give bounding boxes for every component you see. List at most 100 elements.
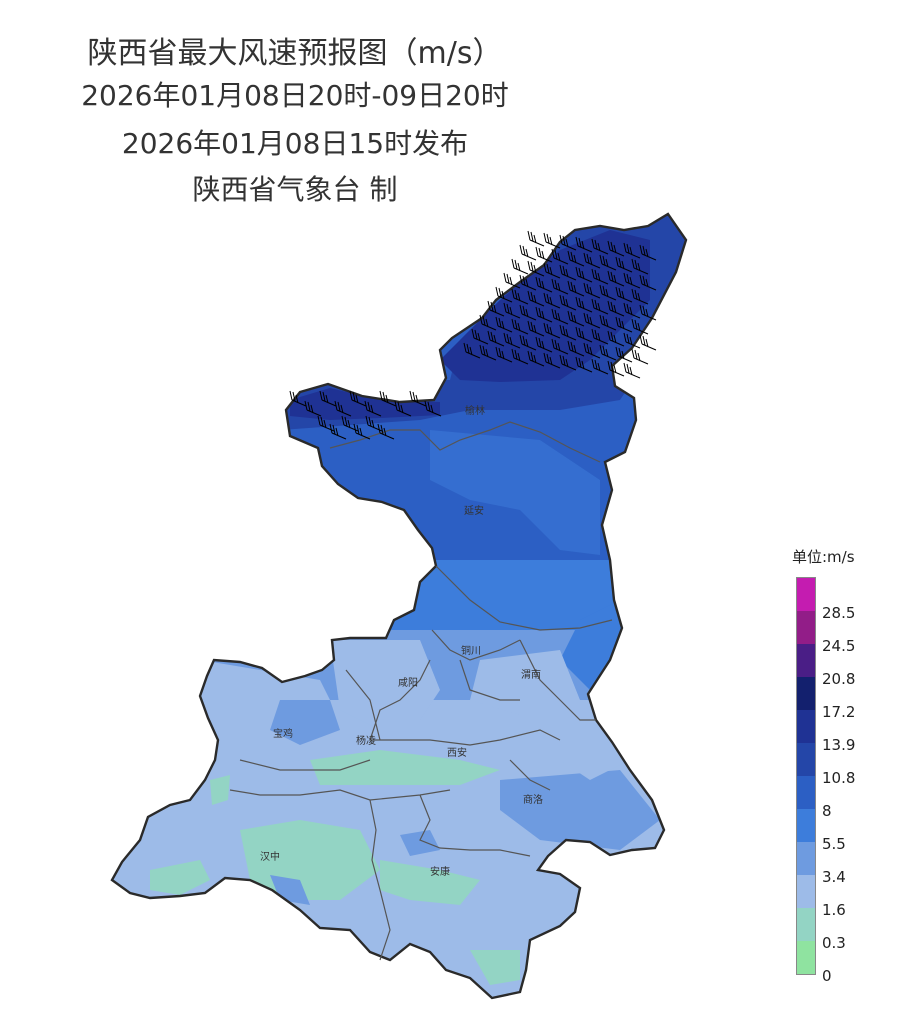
- legend-label: 1.6: [822, 901, 846, 919]
- color-legend: [796, 577, 816, 975]
- wind-barb: [583, 342, 601, 359]
- wind-barb: [463, 342, 481, 359]
- wind-barb: [631, 288, 649, 305]
- legend-swatch: [797, 743, 815, 776]
- wind-barb: [639, 334, 657, 351]
- wind-barb: [317, 415, 335, 432]
- wind-barb: [535, 306, 553, 323]
- wind-barb: [503, 272, 521, 289]
- wind-barb: [575, 326, 593, 343]
- wind-barb: [599, 284, 617, 301]
- wind-barb: [341, 415, 359, 432]
- city-label-ankang: 安康: [430, 865, 450, 878]
- wind-barb: [591, 238, 609, 255]
- wind-barb: [543, 292, 561, 309]
- wind-barb: [623, 302, 641, 319]
- legend-label: 0: [822, 967, 832, 985]
- wind-barb: [575, 266, 593, 283]
- wind-barb: [615, 286, 633, 303]
- city-label-baoji: 宝鸡: [273, 727, 293, 740]
- city-label-xianyang: 咸阳: [398, 677, 418, 689]
- wind-barbs: [289, 230, 657, 440]
- wind-barb: [495, 346, 513, 363]
- wind-barb: [591, 268, 609, 285]
- wind-barb: [379, 390, 397, 407]
- wind-barb: [519, 244, 537, 261]
- wind-barb: [519, 304, 537, 321]
- city-label-tongchuan: 铜川: [461, 645, 481, 657]
- wind-barb: [503, 302, 521, 319]
- wind-barb: [543, 352, 561, 369]
- wind-barb: [631, 348, 649, 365]
- wind-barb: [559, 324, 577, 341]
- wind-barb: [377, 423, 395, 440]
- wind-barb: [567, 250, 585, 267]
- wind-barb: [567, 310, 585, 327]
- legend-swatch: [797, 875, 815, 908]
- wind-barb: [479, 344, 497, 361]
- legend-label: 28.5: [822, 604, 856, 622]
- wind-barb: [304, 400, 322, 417]
- wind-barb: [424, 400, 442, 417]
- wind-barb: [623, 242, 641, 259]
- wind-barb: [519, 274, 537, 291]
- wind-barb: [479, 314, 497, 331]
- city-label-yanan: 延安: [464, 504, 484, 517]
- legend-label: 20.8: [822, 670, 856, 688]
- wind-barb: [409, 390, 427, 407]
- legend-unit: 单位:m/s: [792, 548, 855, 566]
- wind-barb: [639, 304, 657, 321]
- wind-barb: [495, 316, 513, 333]
- legend-swatch: [797, 710, 815, 743]
- wind-barb: [511, 318, 529, 335]
- legend-swatch: [797, 677, 815, 710]
- city-label-yangling: 杨凌: [356, 734, 376, 747]
- wind-barb: [615, 346, 633, 363]
- legend-swatch: [797, 578, 815, 611]
- wind-barb: [511, 288, 529, 305]
- wind-barb: [583, 312, 601, 329]
- legend-swatch: [797, 941, 815, 974]
- legend-label: 10.8: [822, 769, 856, 787]
- issuer: 陕西省气象台 制: [192, 173, 398, 206]
- wind-barb: [329, 423, 347, 440]
- wind-barb: [519, 334, 537, 351]
- wind-barb: [615, 316, 633, 333]
- wind-barb: [511, 348, 529, 365]
- legend-label: 17.2: [822, 703, 856, 721]
- wind-barb: [543, 322, 561, 339]
- wind-barb: [349, 390, 367, 407]
- wind-barb: [487, 300, 505, 317]
- wind-barb: [591, 328, 609, 345]
- wind-barb: [289, 390, 307, 407]
- wind-barb: [607, 300, 625, 317]
- wind-barb: [599, 314, 617, 331]
- wind-barb: [559, 294, 577, 311]
- wind-barb: [527, 260, 545, 277]
- city-label-yulin: 榆林: [465, 404, 485, 417]
- legend-swatch: [797, 842, 815, 875]
- wind-barb: [583, 252, 601, 269]
- city-label-xian: 西安: [447, 746, 467, 759]
- wind-barb: [543, 262, 561, 279]
- city-label-weinan: 渭南: [521, 668, 541, 681]
- legend-swatch: [797, 809, 815, 842]
- wind-barb: [551, 278, 569, 295]
- issue-time: 2026年01月08日15时发布: [121, 127, 469, 160]
- wind-barb: [503, 332, 521, 349]
- wind-barb: [575, 236, 593, 253]
- wind-barb: [607, 360, 625, 377]
- wind-barb: [551, 338, 569, 355]
- wind-barb: [543, 232, 561, 249]
- wind-barb: [487, 330, 505, 347]
- wind-barb: [623, 332, 641, 349]
- wind-barb: [527, 290, 545, 307]
- legend-label: 8: [822, 802, 832, 820]
- legend-label: 5.5: [822, 835, 846, 853]
- wind-barb: [623, 272, 641, 289]
- legend-swatch: [797, 611, 815, 644]
- wind-barb: [535, 336, 553, 353]
- wind-barb: [364, 400, 382, 417]
- wind-barb: [567, 280, 585, 297]
- wind-barb: [615, 256, 633, 273]
